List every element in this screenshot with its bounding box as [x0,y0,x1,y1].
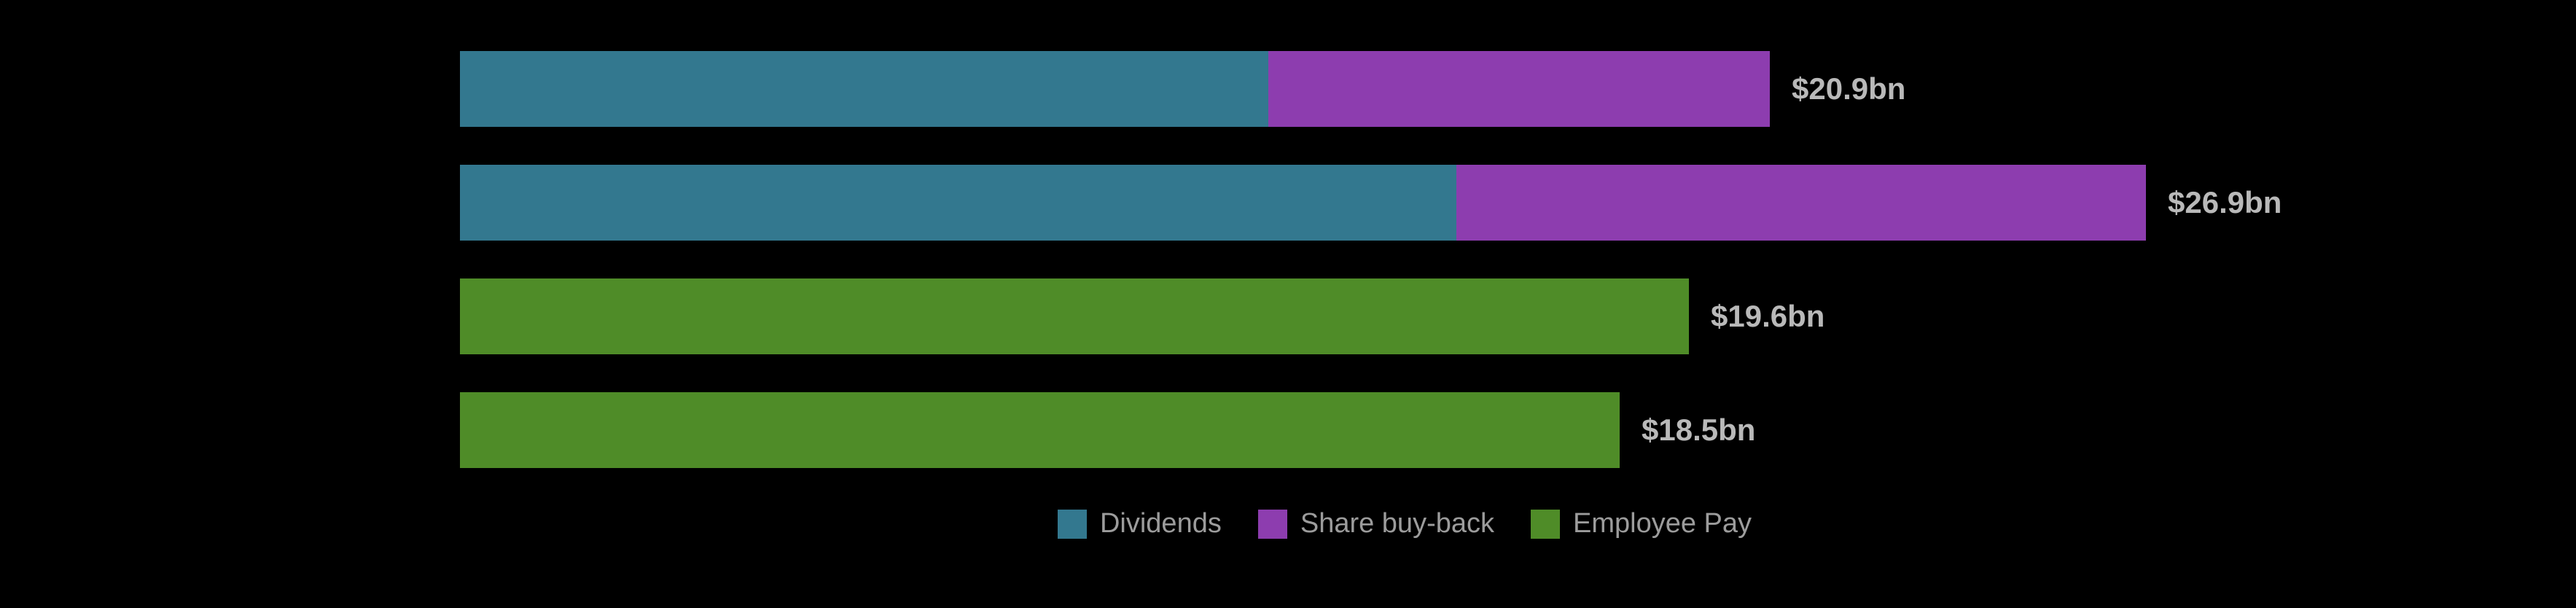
legend-item-dividends: Dividends [1057,508,1222,539]
bar-value-label: $26.9bn [2168,185,2282,219]
bar-area: $20.9bn $26.9bn $19.6bn $18.5bn [460,51,2576,468]
legend-label: Share buy-back [1300,508,1494,539]
bar-segment-dividends [460,51,1268,127]
bar-segment-share-buy-back [1456,165,2146,241]
legend-swatch-icon [1257,509,1287,539]
bar-row: $18.5bn [460,392,2576,468]
bar-segment-employee-pay [460,278,1689,354]
legend-item-employee-pay: Employee Pay [1531,508,1752,539]
bar-value-label: $20.9bn [1792,71,1906,106]
bar-segment-dividends [460,165,1456,241]
legend-swatch-icon [1057,509,1087,539]
bar-row: $19.6bn [460,278,2576,354]
bar-segment-share-buy-back [1268,51,1770,127]
legend-label: Employee Pay [1573,508,1752,539]
bar-row: $26.9bn [460,165,2576,241]
legend-swatch-icon [1531,509,1560,539]
legend: Dividends Share buy-back Employee Pay [117,508,2576,539]
legend-item-share-buy-back: Share buy-back [1257,508,1494,539]
bar-value-label: $19.6bn [1711,299,1825,333]
bar-value-label: $18.5bn [1642,413,1756,447]
legend-label: Dividends [1099,508,1222,539]
bar-row: $20.9bn [460,51,2576,127]
bar-segment-employee-pay [460,392,1620,468]
